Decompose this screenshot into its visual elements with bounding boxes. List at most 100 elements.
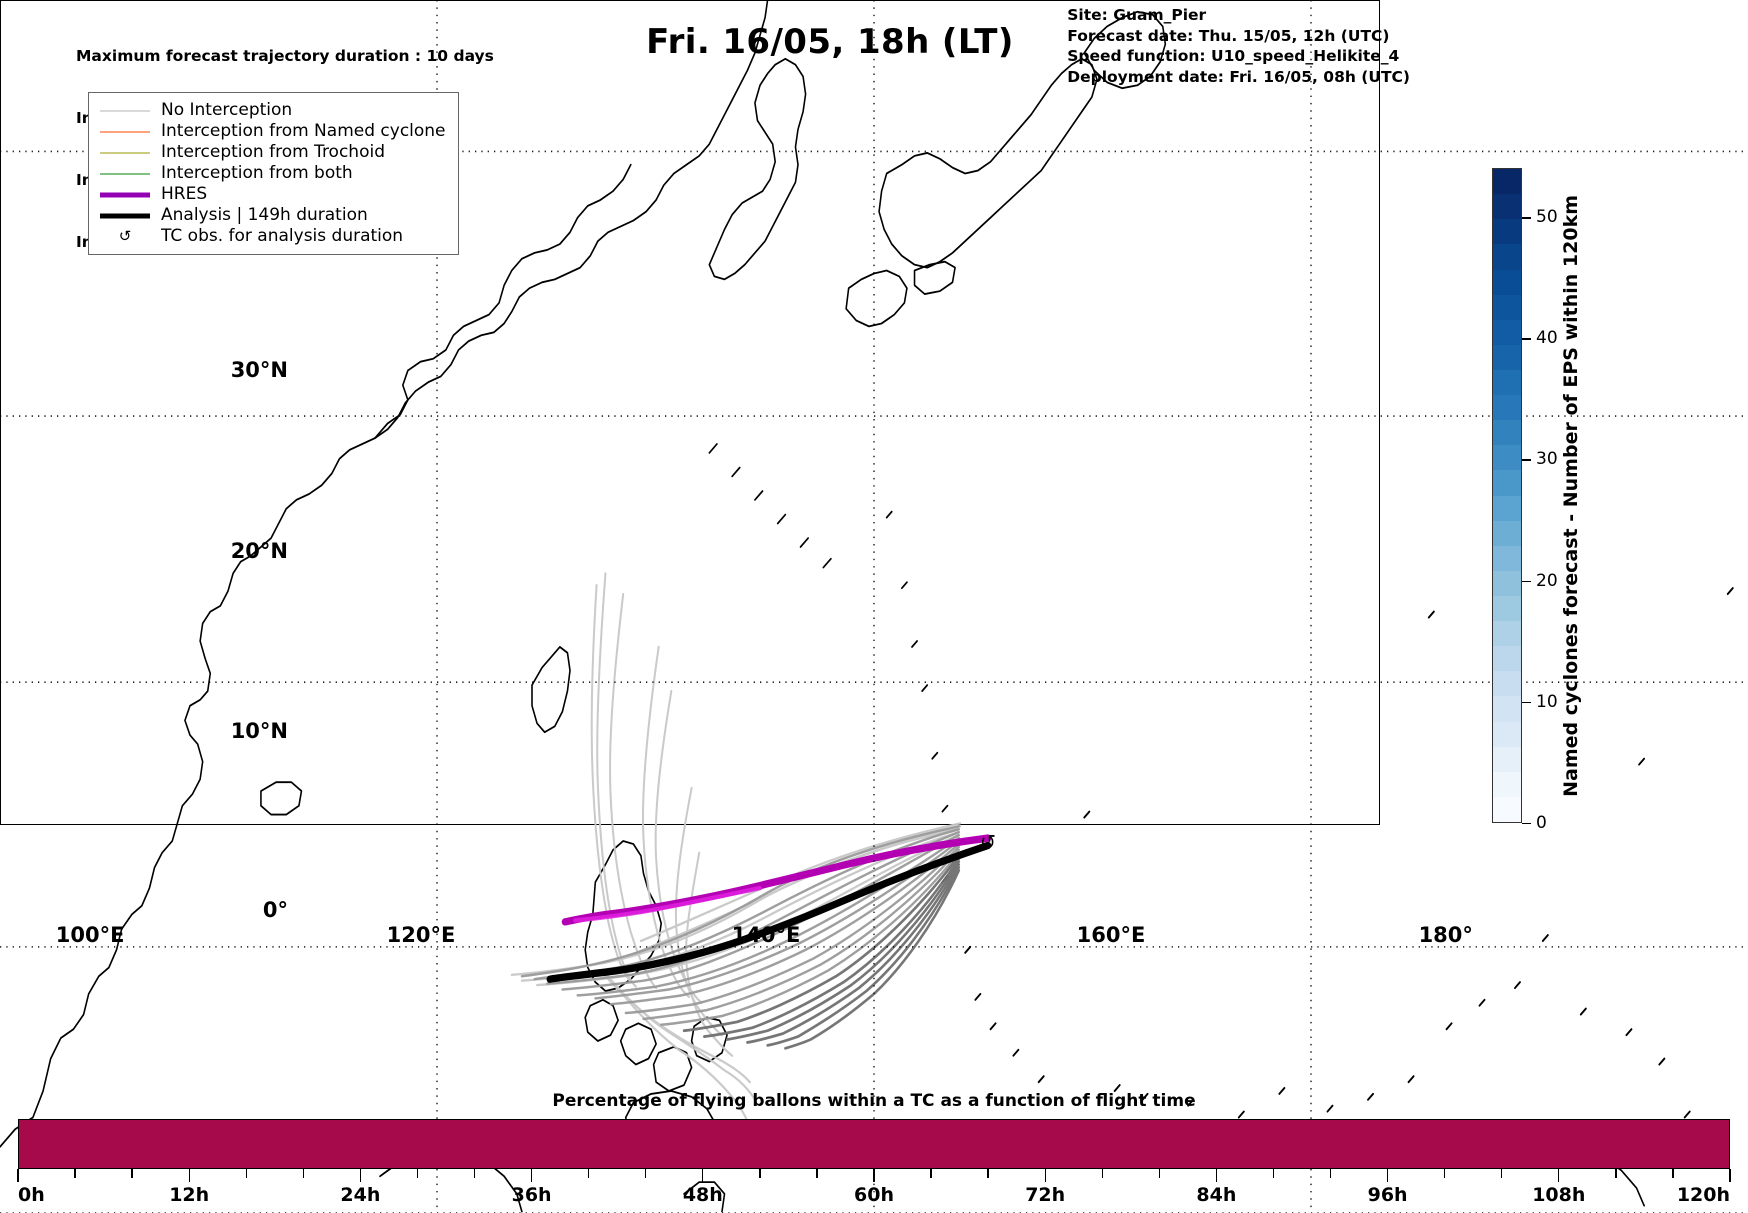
map-legend: No Interception Interception from Named … [88,92,459,255]
eps-trajectory-bundle [510,572,962,1131]
header-right-info: Site: Guam_Pier Forecast date: Thu. 15/0… [1067,5,1410,87]
percentage-bar-tick [302,1169,304,1178]
percentage-bar-tick-label-12h: 12h [169,1184,210,1206]
colorbar-swatch [1493,646,1521,672]
percentage-bar-fill [19,1120,1729,1168]
legend-label: TC obs. for analysis duration [161,226,404,246]
legend-swatch-line [98,142,152,163]
colorbar-swatch [1493,570,1521,597]
y-tick-label-0: 0° [262,898,288,922]
forecast-date-line: Forecast date: Thu. 15/05, 12h (UTC) [1067,26,1390,45]
percentage-bar-tick [359,1169,362,1182]
legend-swatch-line [98,163,152,184]
percentage-bar-tick [759,1169,761,1178]
percentage-bar-tick-label-72h: 72h [1025,1184,1066,1206]
colorbar-tick [1522,701,1531,704]
max-duration-line: Maximum forecast trajectory duration : 1… [76,47,494,66]
colorbar-tick [1522,580,1531,583]
colorbar-swatch [1493,370,1521,396]
x-tick-label-120e: 120°E [386,923,456,947]
colorbar-swatch [1493,269,1521,295]
legend-label: No Interception [161,100,293,120]
percentage-bar-tick-label-120h: 120h [1676,1184,1730,1206]
colorbar-tick [1522,823,1531,825]
colorbar-container[interactable]: 0 10 20 30 40 50 [1492,168,1558,833]
percentage-bar-tick [1386,1169,1389,1182]
colorbar-axis-label: Named cyclones forecast - Number of EPS … [1556,168,1586,823]
x-tick-label-160e: 160°E [1076,923,1146,947]
percentage-bar-tick [873,1169,875,1182]
legend-label: HRES [161,184,208,204]
legend-item-trochoid[interactable]: Interception from Trochoid [98,142,446,163]
colorbar-tick [1522,217,1531,219]
colorbar-tick-label-10: 10 [1536,691,1558,712]
colorbar-swatch [1493,169,1521,195]
percentage-bar-tick [245,1169,247,1178]
percentage-bar-tick [1044,1169,1046,1182]
legend-item-both[interactable]: Interception from both [98,163,446,184]
legend-item-no-interception[interactable]: No Interception [98,100,446,121]
y-tick-label-30n: 30°N [230,358,288,382]
percentage-bar-tick [702,1169,704,1182]
colorbar-swatch [1493,495,1521,521]
colorbar-swatch [1493,771,1521,797]
percentage-bar-tick [1615,1169,1617,1178]
x-tick-label-100e: 100°E [55,923,125,947]
colorbar-swatch [1493,395,1521,421]
percentage-bar-tick-label-108h: 108h [1532,1184,1586,1206]
colorbar-swatch [1493,671,1521,697]
colorbar-swatch [1493,520,1521,546]
x-tick-label-140e: 140°E [731,923,801,947]
percentage-bar-tick [1101,1169,1103,1178]
percentage-bar-axes [18,1119,1730,1169]
x-tick-label-180: 180° [1418,923,1473,947]
colorbar-tick-label-50: 50 [1536,207,1558,228]
percentage-bar-tick [1215,1169,1218,1182]
legend-swatch-line [98,184,152,205]
legend-item-named-cyclone[interactable]: Interception from Named cyclone [98,121,446,142]
site-line: Site: Guam_Pier [1067,6,1207,24]
colorbar-tick [1522,459,1531,461]
percentage-bar-tick-label-48h: 48h [682,1184,723,1206]
colorbar-swatch [1493,294,1521,320]
colorbar-swatch [1493,721,1521,747]
speed-function-line: Speed function: U10_speed_Helikite_4 [1067,47,1400,66]
percentage-bar-tick-label-84h: 84h [1196,1184,1237,1206]
percentage-bar-tick [1272,1169,1275,1178]
percentage-bar-tick [188,1169,190,1182]
colorbar-swatch [1493,621,1521,647]
y-tick-label-10n: 10°N [230,719,288,743]
percentage-bar-tick [1501,1169,1503,1178]
colorbar-swatch [1493,746,1521,772]
legend-item-hres[interactable]: HRES [98,184,446,205]
colorbar-swatch [1493,445,1521,471]
colorbar-axis-label-text: Named cyclones forecast - Number of EPS … [1560,194,1582,797]
y-tick-label-20n: 20°N [230,539,288,563]
legend-item-tc-obs[interactable]: ↺ TC obs. for analysis duration [98,226,446,247]
percentage-bar-tick [1158,1169,1160,1178]
colorbar-gradient[interactable] [1492,168,1522,823]
percentage-bar-tick [1329,1169,1332,1178]
legend-label: Analysis | 149h duration [161,205,368,225]
colorbar-swatch [1493,244,1521,270]
legend-label: Interception from Named cyclone [161,121,446,141]
page-title-text: Fri. 16/05, 18h (LT) [646,22,1014,62]
percentage-bar-tick-label-24h: 24h [340,1184,381,1206]
percentage-bar-tick [1558,1169,1560,1182]
colorbar-swatch [1493,596,1521,622]
colorbar-swatch [1493,194,1521,220]
legend-label: Interception from both [161,163,353,183]
colorbar-swatch [1493,319,1521,345]
percentage-bar-tick [930,1169,932,1178]
cyclone-icon: ↺ [118,227,132,245]
percentage-bar-tick [131,1169,133,1178]
percentage-bar-tick-label-0h: 0h [18,1184,45,1206]
legend-item-analysis[interactable]: Analysis | 149h duration [98,205,446,226]
percentage-bar-tick-label-96h: 96h [1367,1184,1408,1206]
percentage-bar-tick [645,1169,647,1178]
page-title: Fri. 16/05, 18h (LT) [0,22,1748,62]
legend-swatch-line [98,100,152,121]
colorbar-swatch [1493,696,1521,722]
colorbar-swatch [1493,470,1521,496]
colorbar-tick [1522,338,1531,340]
